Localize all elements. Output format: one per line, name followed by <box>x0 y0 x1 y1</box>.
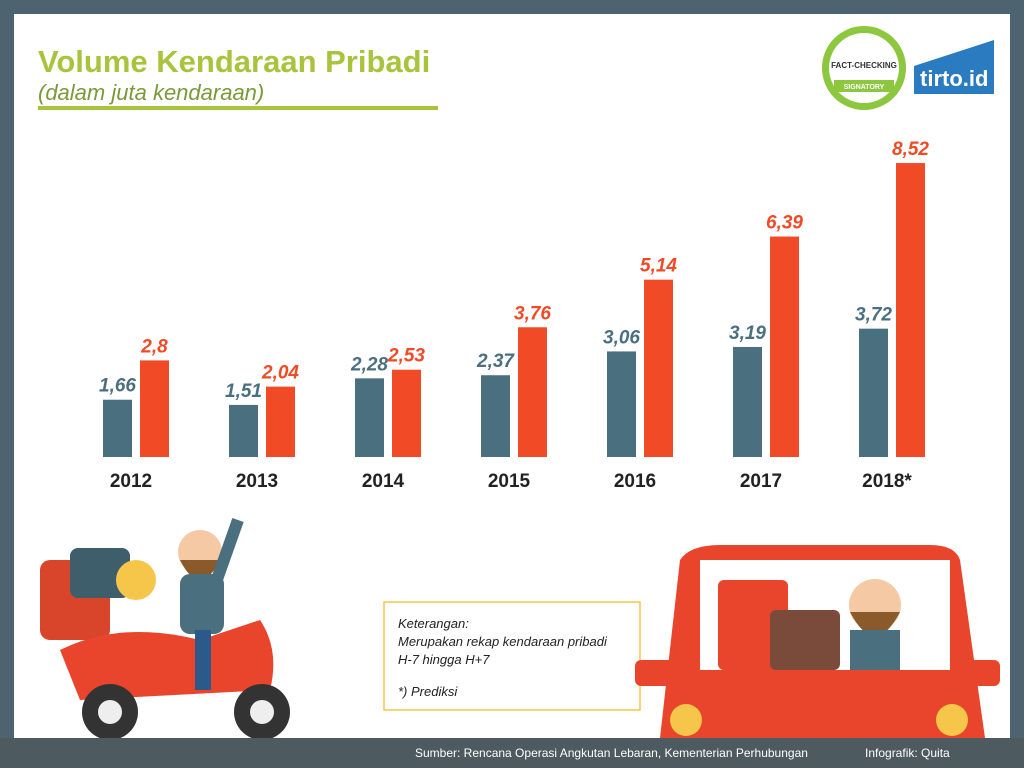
x-tick-label: 2015 <box>488 471 531 492</box>
x-tick-label: 2018* <box>862 471 912 492</box>
value-label: 6,39 <box>766 213 803 234</box>
note-heading: Keterangan: <box>398 616 469 631</box>
bar <box>355 378 384 457</box>
chart-title: Volume Kendaraan Pribadi <box>38 44 430 79</box>
badge-text: SIGNATORY <box>844 84 885 91</box>
bar <box>733 346 762 457</box>
value-label: 3,06 <box>603 327 640 348</box>
x-tick-label: 2017 <box>740 471 782 492</box>
x-tick-label: 2014 <box>362 471 405 492</box>
logo: tirto.id <box>920 66 988 91</box>
value-label: 8,52 <box>892 139 929 160</box>
badge-band <box>834 80 894 92</box>
bar <box>896 163 925 457</box>
value-label: 3,76 <box>514 303 551 324</box>
value-label: 5,14 <box>640 256 677 277</box>
value-label: 2,53 <box>387 346 425 367</box>
bar <box>140 360 169 457</box>
bar <box>481 375 510 457</box>
x-tick-label: 2012 <box>110 471 152 492</box>
bar <box>392 369 421 457</box>
bar <box>518 327 547 457</box>
value-label: 3,19 <box>729 323 766 344</box>
source: Sumber: Rencana Operasi Angkutan Lebaran… <box>415 746 808 760</box>
value-label: 1,66 <box>99 376 136 397</box>
value-label: 2,37 <box>476 351 515 372</box>
bar <box>229 404 258 457</box>
value-label: 2,8 <box>140 336 168 357</box>
value-label: 2,28 <box>350 354 388 375</box>
badge-text: FACT-CHECKING <box>831 61 897 70</box>
value-label: 3,72 <box>855 305 892 326</box>
bar <box>859 328 888 457</box>
bar <box>103 399 132 457</box>
value-label: 1,51 <box>225 381 262 402</box>
bar <box>644 279 673 457</box>
bar <box>770 236 799 457</box>
note-footnote: *) Prediksi <box>398 684 458 699</box>
car-illustration <box>635 545 1000 738</box>
scooter-illustration <box>40 517 290 740</box>
footer <box>0 738 1024 768</box>
bar <box>607 351 636 457</box>
value-label: 2,04 <box>261 363 299 384</box>
note-box <box>383 601 641 711</box>
x-tick-label: 2016 <box>614 471 656 492</box>
credit: Infografik: Quita <box>865 746 950 760</box>
note-line: Merupakan rekap kendaraan pribadi <box>398 634 608 649</box>
x-tick-label: 2013 <box>236 471 278 492</box>
bar <box>266 386 295 457</box>
chart-subtitle: (dalam juta kendaraan) <box>38 80 264 105</box>
note-line: H-7 hingga H+7 <box>398 652 490 667</box>
logo-shape <box>914 40 994 94</box>
